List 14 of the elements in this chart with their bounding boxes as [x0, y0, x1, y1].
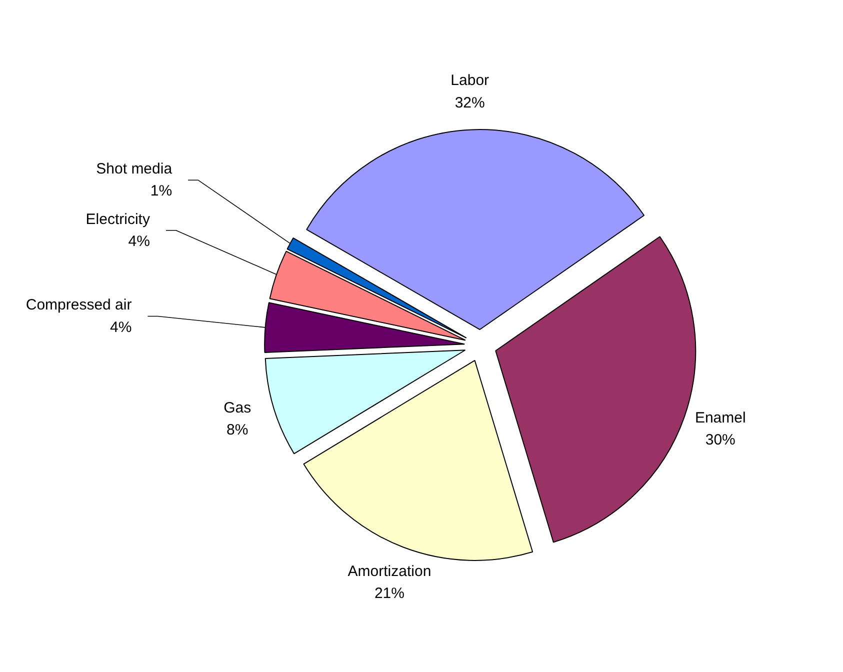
data-label: 21%: [374, 585, 404, 602]
slice-label: Labor: [450, 72, 490, 90]
slice-label: Enamel: [694, 409, 746, 426]
data-label: 4%: [110, 318, 132, 336]
data-label: 4%: [128, 232, 150, 250]
slice-label: Amortization: [348, 563, 432, 580]
slice-label: Gas: [224, 399, 252, 416]
slice-label: Compressed air: [26, 296, 132, 314]
data-label: 1%: [150, 182, 172, 200]
data-label: 30%: [705, 432, 736, 449]
data-label: 8%: [226, 421, 248, 438]
data-label: 32%: [454, 94, 485, 112]
slice-label: Electricity: [86, 210, 150, 228]
slice-label: Shot media: [96, 160, 173, 178]
